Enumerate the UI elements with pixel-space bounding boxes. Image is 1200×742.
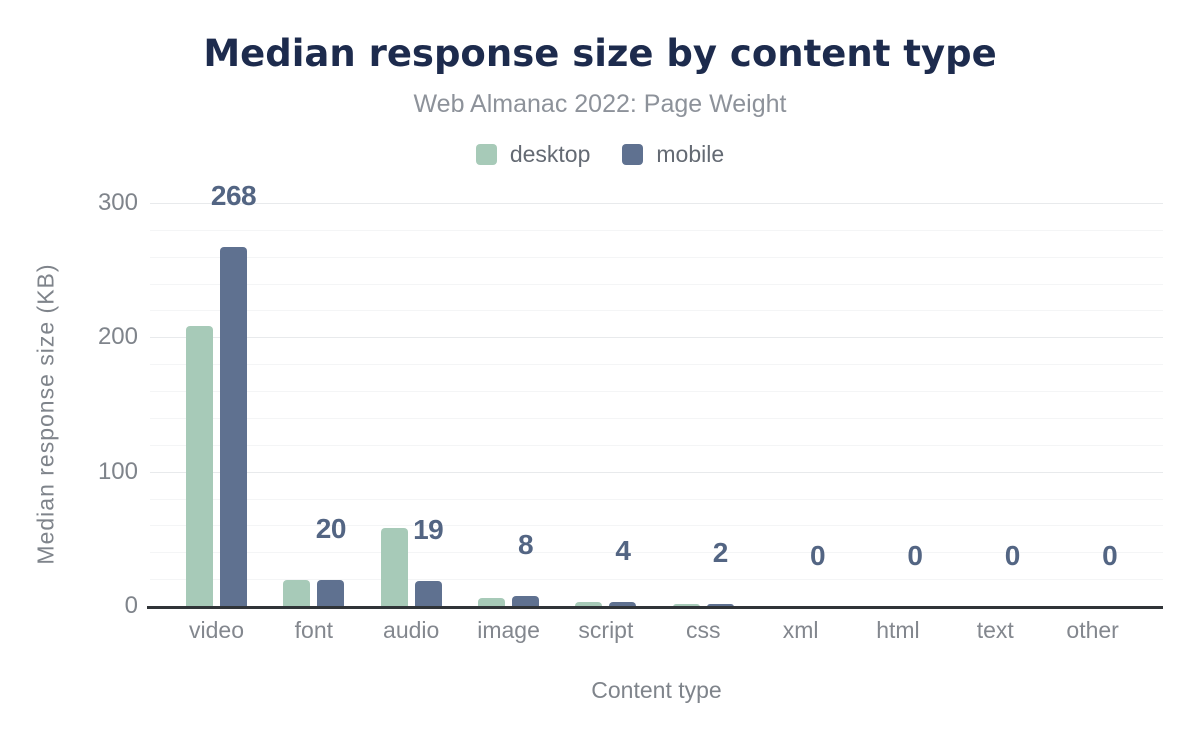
gridline-minor-120 [150, 444, 1163, 446]
y-tick-label-100: 100 [97, 457, 138, 485]
gridline-major-200 [150, 337, 1163, 339]
bar-desktop-script[interactable] [575, 601, 603, 607]
bar-value-label-text: 0 [1004, 540, 1021, 571]
bar-mobile-image[interactable] [512, 596, 540, 607]
x-tick-label-audio: audio [383, 617, 440, 643]
bar-value-label-css: 2 [712, 537, 729, 569]
gridline-minor-220 [150, 310, 1163, 312]
chart-legend: desktop mobile [0, 141, 1200, 168]
gridline-minor-140 [150, 417, 1163, 419]
desktop-swatch-icon [475, 144, 497, 165]
gridline-major-300 [150, 203, 1163, 204]
bar-value-label-other: 0 [1102, 540, 1118, 571]
mobile-swatch-icon [622, 144, 644, 165]
x-tick-label-html: html [876, 617, 920, 643]
bar-desktop-audio[interactable] [380, 527, 408, 607]
bar-value-label-font: 20 [315, 513, 347, 545]
bar-mobile-video[interactable] [220, 247, 247, 607]
gridline-minor-180 [150, 364, 1163, 366]
bar-mobile-font[interactable] [317, 580, 345, 607]
bar-mobile-script[interactable] [609, 601, 637, 607]
gridline-minor-80 [150, 498, 1163, 500]
gridline-minor-280 [150, 229, 1163, 231]
bar-value-label-video: 268 [210, 180, 257, 211]
gridline-minor-160 [150, 391, 1163, 393]
plot-area: 0 100 200 300 268 video 20 font 19 audio 8 image 4 sc… [98, 182, 1163, 642]
x-tick-label-text: text [976, 617, 1014, 643]
y-tick-label-300: 300 [97, 189, 138, 216]
x-tick-label-xml: xml [782, 617, 819, 643]
bar-value-label-xml: 0 [810, 540, 826, 571]
gridline-major-100 [150, 471, 1163, 473]
x-tick-label-video: video [189, 617, 244, 643]
gridline-minor-240 [150, 283, 1163, 285]
legend-label-mobile: mobile [656, 141, 725, 167]
legend-label-desktop: desktop [509, 141, 591, 167]
y-axis-title: Median response size (KB) [32, 263, 59, 565]
x-tick-label-css: css [686, 617, 721, 643]
x-axis-line [147, 606, 1163, 609]
bar-mobile-css[interactable] [706, 604, 734, 607]
gridline-minor-40 [150, 552, 1163, 554]
gridline-minor-260 [150, 256, 1163, 258]
bar-mobile-audio[interactable] [414, 581, 442, 607]
bar-value-label-html: 0 [907, 540, 923, 571]
bar-desktop-video[interactable] [186, 326, 213, 607]
bar-desktop-font[interactable] [283, 580, 311, 607]
x-tick-label-image: image [477, 617, 540, 643]
legend-item-desktop[interactable]: desktop [475, 141, 591, 168]
bar-value-label-image: 8 [518, 529, 534, 561]
chart-subtitle: Web Almanac 2022: Page Weight [413, 90, 787, 118]
bar-value-label-script: 4 [615, 534, 631, 566]
bar-value-label-audio: 19 [413, 514, 444, 546]
x-axis-title: Content type [591, 677, 722, 703]
chart-title: Median response size by content type [203, 32, 997, 75]
x-tick-label-other: other [1066, 617, 1119, 643]
gridline-minor-60 [150, 525, 1163, 527]
y-tick-label-200: 200 [97, 323, 138, 351]
gridline-minor-20 [150, 579, 1163, 581]
x-tick-label-script: script [578, 617, 634, 643]
bar-desktop-image[interactable] [478, 597, 506, 607]
y-tick-label-0: 0 [124, 592, 138, 619]
legend-item-mobile[interactable]: mobile [622, 141, 724, 168]
x-tick-label-font: font [294, 617, 334, 643]
bar-desktop-css[interactable] [672, 604, 700, 607]
